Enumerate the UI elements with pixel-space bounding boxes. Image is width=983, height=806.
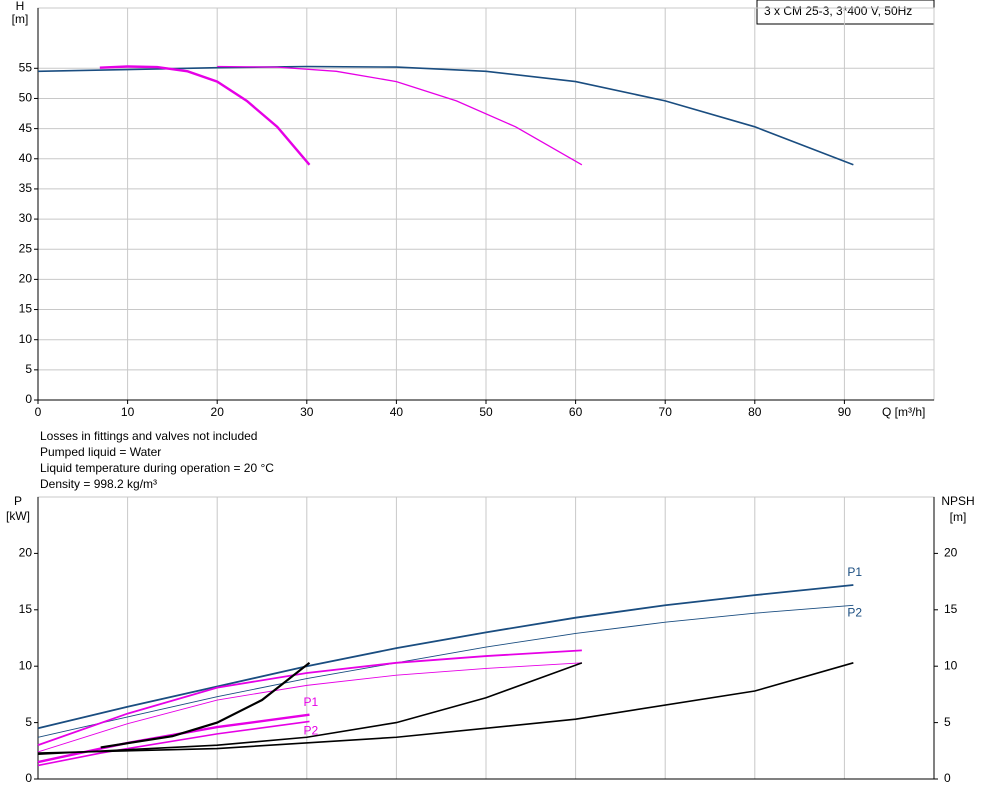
- y-tick-label: 15: [19, 302, 33, 316]
- x-tick-label: 30: [300, 405, 314, 419]
- y-tick-label: 40: [19, 151, 33, 165]
- y-tick-label: 0: [25, 392, 32, 406]
- y-tick-label: 10: [19, 658, 33, 672]
- y-axis-unit: [kW]: [6, 509, 30, 523]
- title-box: [756, 0, 935, 25]
- y-tick-label: 25: [19, 241, 33, 255]
- y2-tick-label: 5: [944, 715, 951, 729]
- x-tick-label: 70: [659, 405, 673, 419]
- x-axis-label: Q [m³/h]: [882, 405, 925, 419]
- note: Pumped liquid = Water: [40, 445, 161, 459]
- curve: [99, 65, 311, 166]
- y2-axis-label: NPSH: [941, 494, 974, 508]
- y-tick-label: 10: [19, 332, 33, 346]
- curve: [37, 662, 582, 753]
- y-axis-label: H: [16, 0, 25, 13]
- x-tick-label: 10: [121, 405, 135, 419]
- y2-tick-label: 10: [944, 658, 958, 672]
- note: Losses in fittings and valves not includ…: [40, 429, 257, 443]
- y-tick-label: 20: [19, 272, 33, 286]
- x-tick-label: 80: [748, 405, 762, 419]
- y-tick-label: 5: [25, 362, 32, 376]
- x-tick-label: 40: [390, 405, 404, 419]
- curve: [37, 662, 854, 754]
- y2-tick-label: 15: [944, 602, 958, 616]
- curve-label: P1: [847, 565, 862, 579]
- y-tick-label: 30: [19, 211, 33, 225]
- y2-axis-unit: [m]: [950, 510, 967, 524]
- y-axis-unit: [m]: [12, 12, 29, 26]
- y-tick-label: 5: [25, 715, 32, 729]
- y-tick-label: 45: [19, 121, 33, 135]
- curve: [37, 584, 854, 730]
- curve: [37, 713, 310, 764]
- curve-label: P1: [303, 695, 318, 709]
- x-tick-label: 60: [569, 405, 583, 419]
- y-tick-label: 35: [19, 181, 33, 195]
- y2-tick-label: 0: [944, 771, 951, 785]
- note: Density = 998.2 kg/m³: [40, 477, 157, 491]
- y-tick-label: 0: [25, 771, 32, 785]
- curve: [37, 662, 583, 755]
- y-tick-label: 50: [19, 91, 33, 105]
- y-tick-label: 20: [19, 546, 33, 560]
- curve: [37, 65, 854, 166]
- y-tick-label: 55: [19, 60, 33, 74]
- y-axis-label: P: [14, 494, 22, 508]
- x-tick-label: 20: [211, 405, 225, 419]
- curve: [37, 604, 854, 738]
- chart-title: 3 x CM 25-3, 3*400 V, 50Hz: [764, 4, 912, 18]
- curve-label: P2: [303, 724, 318, 738]
- curve: [100, 661, 311, 749]
- note: Liquid temperature during operation = 20…: [40, 461, 274, 475]
- curve: [37, 649, 582, 747]
- curve: [37, 720, 310, 767]
- x-tick-label: 90: [838, 405, 852, 419]
- x-tick-label: 50: [479, 405, 493, 419]
- curve: [217, 65, 583, 166]
- curve-label: P2: [847, 605, 862, 619]
- y-tick-label: 15: [19, 602, 33, 616]
- x-tick-label: 0: [35, 405, 42, 419]
- y2-tick-label: 20: [944, 546, 958, 560]
